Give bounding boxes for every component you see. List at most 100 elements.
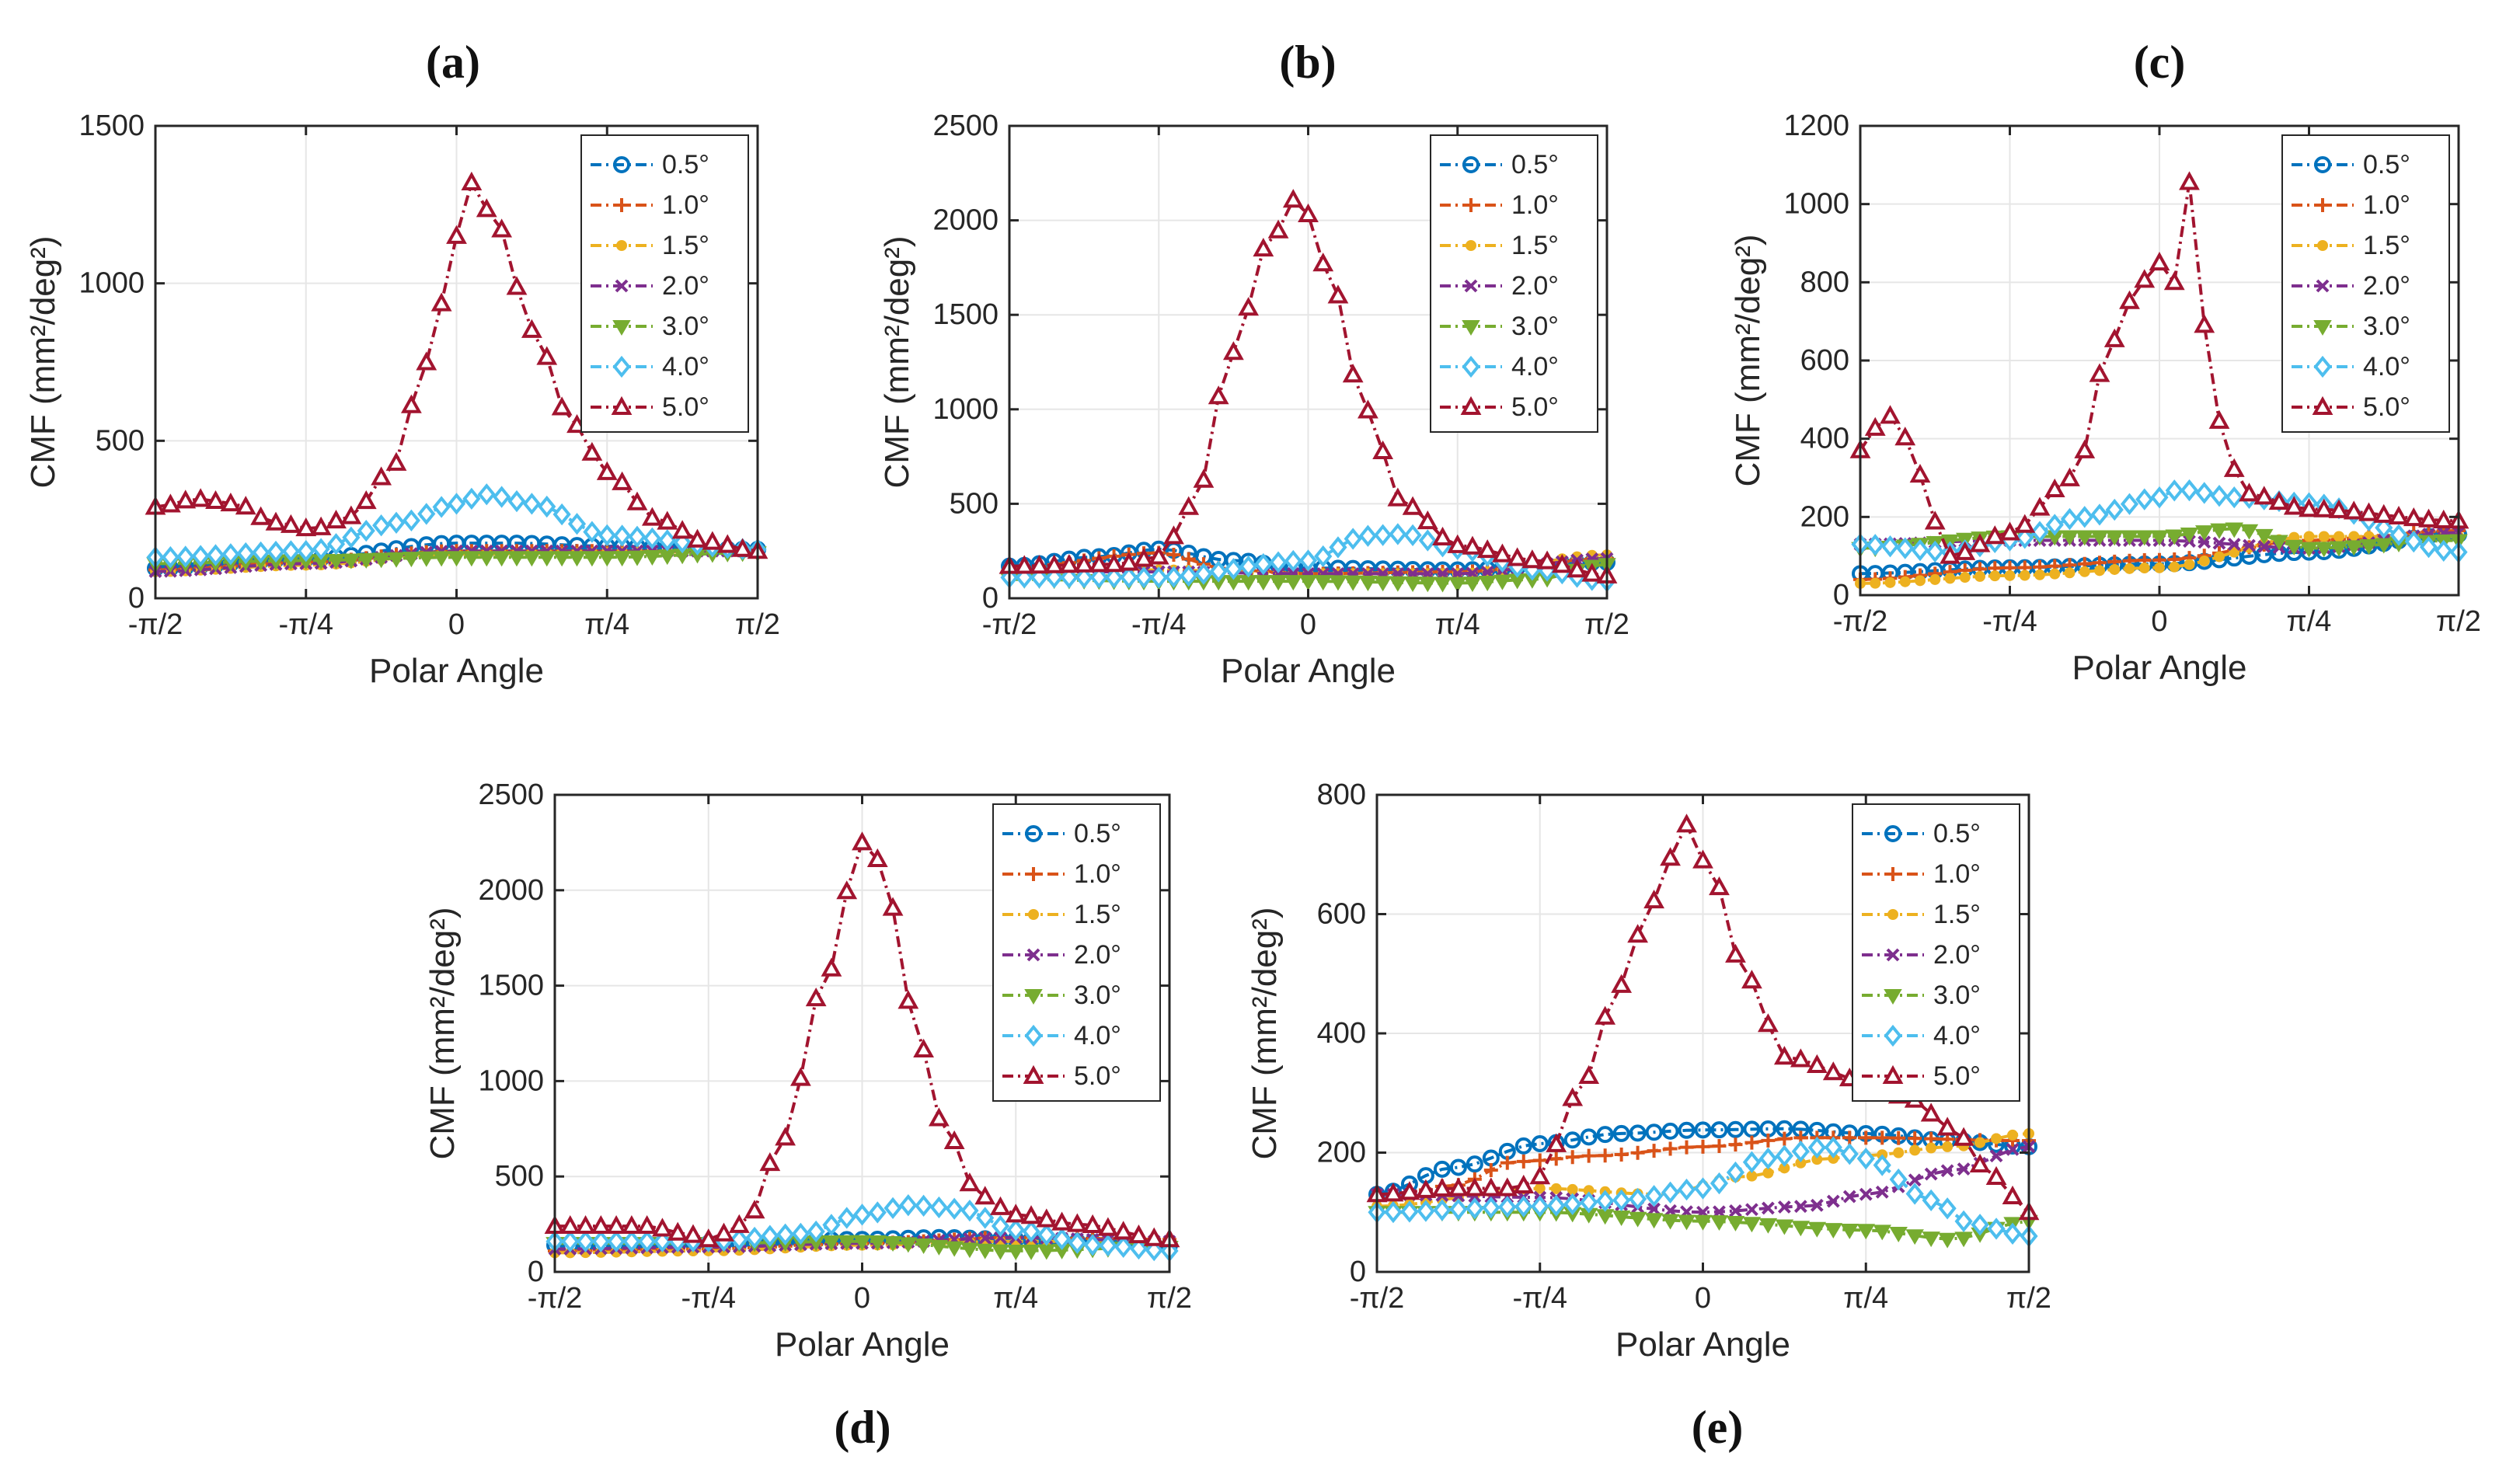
triangle-up-marker: [2002, 1185, 2023, 1204]
dot-marker: [2169, 561, 2180, 573]
triangle-down-marker: [1644, 1213, 1664, 1229]
triangle-up-marker: [1513, 1174, 1535, 1193]
dot-marker: [2318, 531, 2330, 542]
triangle-up-marker: [1758, 1013, 1779, 1033]
triangle-down-marker: [2135, 530, 2154, 546]
triangle-down-marker: [1024, 989, 1043, 1005]
plus-marker: [1630, 1145, 1645, 1160]
triangle-up-marker: [928, 1107, 950, 1127]
triangle-down-marker: [1358, 575, 1378, 591]
diamond-marker: [2016, 527, 2034, 549]
triangle-down-marker: [2225, 522, 2243, 538]
triangle-up-marker: [416, 351, 437, 371]
series-6: [145, 171, 769, 559]
triangle-up-marker: [2253, 486, 2275, 505]
diamond-marker: [2225, 486, 2243, 509]
y-axis-label: CMF (mm²/deg²): [423, 907, 462, 1159]
x-tick-label: -π/4: [278, 608, 333, 641]
triangle-up-marker: [1578, 1064, 1600, 1084]
diamond-marker: [2389, 524, 2408, 546]
circle-marker: [1563, 1131, 1581, 1149]
triangle-up-marker: [2223, 458, 2245, 477]
triangle-up-marker: [1066, 1213, 1088, 1232]
plus-marker: [1761, 1133, 1776, 1148]
x-marker: [1761, 1201, 1775, 1215]
triangle-up-marker: [1238, 297, 1259, 316]
triangle-up-marker: [1058, 554, 1080, 573]
legend-box: [2281, 134, 2450, 433]
dot-marker: [2064, 567, 2076, 579]
triangle-up-marker: [340, 505, 362, 524]
diamond-marker: [628, 525, 647, 548]
triangle-up-marker: [1627, 924, 1648, 943]
diamond-marker: [1971, 1214, 1989, 1236]
triangle-up-marker: [1036, 1208, 1058, 1228]
triangle-up-marker: [175, 489, 197, 509]
series-6: [1366, 813, 2040, 1221]
diamond-marker: [776, 1223, 795, 1245]
triangle-down-marker: [1284, 575, 1303, 591]
diamond-marker: [1596, 1190, 1615, 1212]
triangle-down-marker: [1677, 1214, 1696, 1231]
diamond-marker: [1661, 1181, 1680, 1204]
diamond-marker: [1114, 1235, 1133, 1258]
plus-marker: [1581, 1148, 1596, 1163]
legend-entry: 3.0°: [1074, 981, 1121, 1010]
circle-marker: [1433, 1160, 1451, 1178]
y-tick-label: 0: [128, 582, 145, 615]
x-tick-label: -π/2: [128, 608, 183, 641]
triangle-down-marker: [462, 551, 481, 567]
diamond-marker: [838, 1207, 856, 1229]
diamond-marker: [477, 483, 496, 506]
series-line: [1376, 1144, 2030, 1214]
triangle-down-marker: [2359, 539, 2379, 556]
x-tick-label: π/4: [2287, 605, 2332, 638]
diamond-marker: [538, 495, 556, 518]
triangle-up-marker: [250, 506, 272, 525]
series-line: [1376, 1131, 2030, 1208]
diamond-marker: [326, 533, 346, 556]
triangle-down-marker: [1791, 1221, 1811, 1237]
triangle-down-marker: [1254, 575, 1273, 591]
triangle-up-marker: [1133, 548, 1155, 567]
x-axis-label: Polar Angle: [2072, 649, 2246, 687]
plus-marker: [1614, 1147, 1629, 1162]
triangle-up-marker: [1193, 469, 1215, 488]
dot-marker: [1893, 1147, 1905, 1158]
triangle-down-marker: [1693, 1214, 1713, 1231]
triangle-up-marker: [1567, 559, 1588, 578]
y-tick-label: 2000: [932, 204, 999, 237]
x-marker: [2006, 1142, 2020, 1156]
triangle-up-marker: [1882, 1064, 1904, 1084]
triangle-up-marker: [506, 276, 528, 295]
triangle-up-marker: [400, 394, 422, 413]
triangle-up-marker: [2268, 491, 2290, 510]
y-tick-label: 400: [1317, 1017, 1366, 1050]
diamond-marker: [1075, 566, 1093, 589]
y-tick-label: 600: [1317, 898, 1366, 931]
legend-entry: 4.0°: [2363, 352, 2410, 381]
diamond-marker: [613, 524, 632, 547]
diamond-marker: [622, 1230, 641, 1252]
triangle-down-marker: [2255, 528, 2274, 545]
x-tick-label: -π/4: [1982, 605, 2037, 638]
triangle-down-marker: [417, 551, 436, 567]
legend-entry: 3.0°: [2363, 312, 2410, 341]
x-tick-label: 0: [1695, 1282, 1711, 1315]
dot-marker: [1870, 577, 1881, 589]
legend-entry: 1.0°: [1074, 859, 1121, 889]
triangle-up-marker: [1480, 1177, 1502, 1197]
x-tick-label: -π/2: [1350, 1282, 1405, 1315]
legend: 0.5° 1.0° 1.5° 2.0° 3.0° 4.0° 5.0°: [992, 803, 1161, 1102]
triangle-up-marker: [461, 171, 483, 191]
legend-entry: 4.0°: [1074, 1021, 1121, 1050]
triangle-up-marker: [1880, 405, 1901, 424]
diamond-marker: [884, 1197, 902, 1220]
dot-marker: [1989, 570, 2001, 582]
triangle-up-marker: [702, 531, 723, 550]
plus-marker: [1891, 1130, 1906, 1145]
triangle-up-marker: [605, 1214, 627, 1235]
x-axis-label: Polar Angle: [1615, 1325, 1790, 1364]
diamond-marker: [673, 531, 692, 554]
chart-panel-2: (c) -π/2 -π/4 0 π/4 π/2 0 200 400 600 800 1000 1200 P…: [1729, 37, 2481, 687]
